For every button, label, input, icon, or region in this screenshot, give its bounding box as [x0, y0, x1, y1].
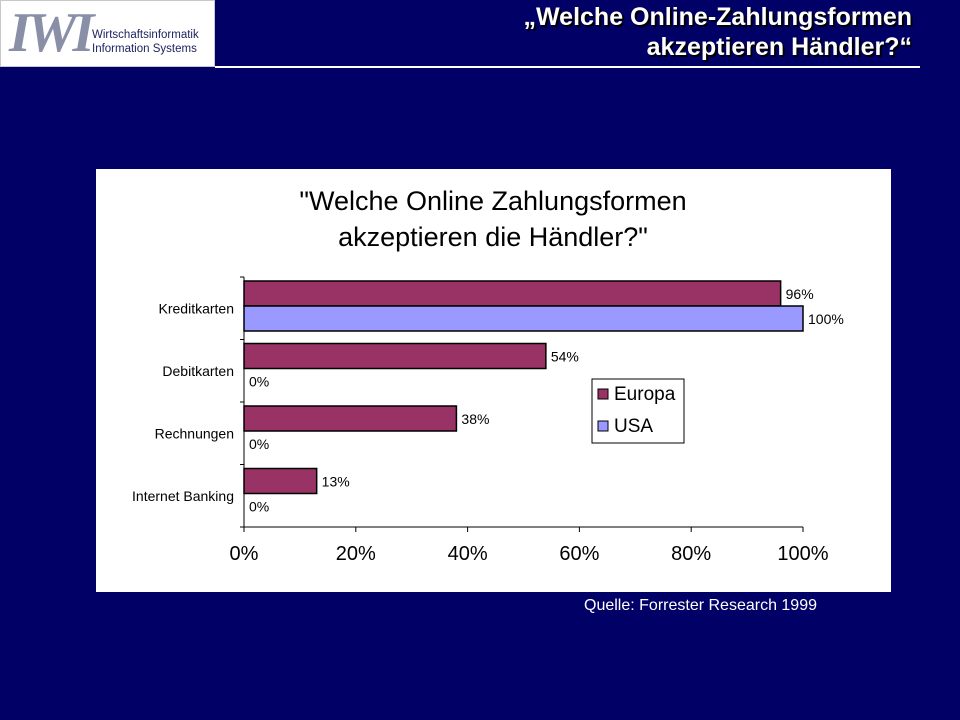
bar-usa: [243, 305, 804, 332]
x-tick-label: 20%: [336, 543, 376, 565]
x-tick-label: 40%: [448, 543, 488, 565]
slide-title-line-1: „Welche Online-Zahlungsformen: [523, 3, 912, 31]
data-label: 0%: [249, 436, 269, 452]
x-tick-label: 100%: [777, 543, 828, 565]
logo-mark: IWI: [9, 2, 94, 64]
bar-europa: [243, 280, 782, 307]
data-label: 0%: [249, 499, 269, 515]
logo-line-1: Wirtschaftsinformatik: [92, 29, 199, 41]
header-rule: [215, 66, 920, 68]
data-label: 96%: [786, 286, 814, 302]
data-label: 0%: [249, 374, 269, 390]
chart-title-line-1: "Welche Online Zahlungsformen: [299, 186, 686, 216]
bar-europa: [243, 342, 547, 370]
category-label: Rechnungen: [155, 425, 234, 441]
chart-title-line-2: akzeptieren die Händler?": [338, 222, 648, 252]
bar-chart: "Welche Online Zahlungsformen akzeptieren…: [132, 186, 844, 565]
legend-swatch-europa: [597, 388, 609, 400]
slide-title: „Welche Online-Zahlungsformen akzeptiere…: [524, 2, 912, 62]
category-label: Internet Banking: [132, 488, 234, 504]
x-tick-label: 60%: [559, 543, 599, 565]
category-label: Debitkarten: [162, 363, 234, 379]
logo: IWI Wirtschaftsinformatik Information Sy…: [0, 0, 215, 67]
bar-europa: [243, 467, 318, 495]
x-tick-label: 80%: [671, 543, 711, 565]
logo-text: Wirtschaftsinformatik Information System…: [92, 28, 199, 56]
legend-label-europa: Europa: [614, 384, 676, 405]
data-label: 13%: [322, 474, 350, 490]
category-label: Kreditkarten: [159, 300, 234, 316]
data-label: 38%: [461, 411, 489, 427]
chart-panel: "Welche Online Zahlungsformen akzeptieren…: [96, 169, 891, 592]
bar-europa: [243, 405, 458, 432]
data-label: 54%: [551, 349, 579, 365]
data-label: 100%: [808, 311, 844, 327]
legend-label-usa: USA: [614, 416, 653, 437]
source-note: Quelle: Forrester Research 1999: [584, 597, 817, 614]
logo-line-2: Information Systems: [92, 43, 197, 55]
legend-swatch-usa: [597, 420, 609, 432]
slide-title-line-2: akzeptieren Händler?“: [646, 33, 912, 61]
x-tick-label: 0%: [230, 543, 259, 565]
